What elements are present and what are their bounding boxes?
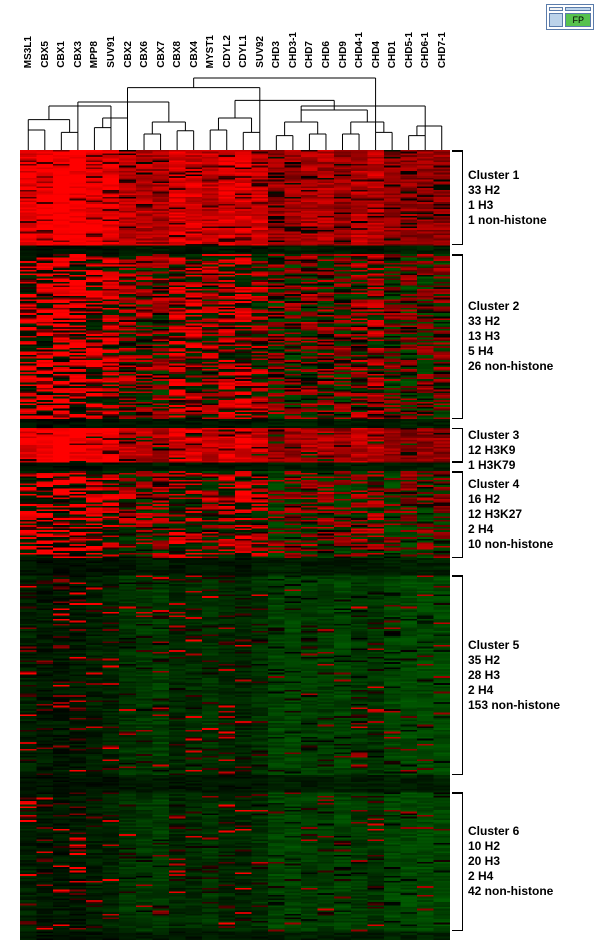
cluster-label: Cluster 4 16 H2 12 H3K27 2 H4 10 non-his… [468,477,553,552]
cluster-bracket [452,428,463,463]
column-label: SUV91 [106,36,117,68]
column-label: SUV92 [255,36,266,68]
column-label: CHD6-1 [420,32,431,68]
cluster-bracket [452,792,463,931]
column-label: CBX5 [40,41,51,68]
column-label: CBX6 [139,41,150,68]
heatmap-canvas [20,150,450,940]
cluster-annotations: Cluster 1 33 H2 1 H3 1 non-histone Cluste… [452,150,597,940]
legend-cell [549,7,563,11]
column-labels: MS3L1 CBX5 CBX1 CBX3 MPP8 SUV91 CBX2 CBX6 CBX7 CB… [20,0,450,70]
column-label: CHD5-1 [404,32,415,68]
column-label: CBX2 [123,41,134,68]
column-label: CHD9 [338,41,349,68]
column-label: CBX7 [156,41,167,68]
cluster-bracket [452,150,463,245]
column-label: CHD3-1 [288,32,299,68]
column-label: CDYL2 [222,35,233,68]
cluster-bracket [452,575,463,775]
column-label: CBX3 [73,41,84,68]
column-label: CDYL1 [238,35,249,68]
column-label: CHD3 [271,41,282,68]
cluster-label: Cluster 2 33 H2 13 H3 5 H4 26 non-histon… [468,299,553,374]
dendrogram [20,70,450,150]
column-label: CHD4 [371,41,382,68]
cluster-label: Cluster 5 35 H2 28 H3 2 H4 153 non-histo… [468,638,560,713]
column-label: MYST1 [205,35,216,68]
column-label: CBX1 [56,41,67,68]
column-label: CBX4 [189,41,200,68]
legend-table: FP [547,5,593,29]
cluster-bracket [452,471,463,558]
legend-box: FP [546,4,594,30]
column-label: CHD7-1 [437,32,448,68]
cluster-label: Cluster 1 33 H2 1 H3 1 non-histone [468,168,547,228]
column-label: CHD4-1 [354,32,365,68]
legend-cell: FP [565,13,591,27]
column-label: CHD1 [387,41,398,68]
column-label: MS3L1 [23,36,34,68]
legend-cell [549,13,563,27]
column-label: CHD7 [304,41,315,68]
legend-cell [565,7,591,11]
column-label: CBX8 [172,41,183,68]
cluster-label: Cluster 6 10 H2 20 H3 2 H4 42 non-histon… [468,824,553,899]
column-label: CHD6 [321,41,332,68]
column-label: MPP8 [89,41,100,68]
cluster-bracket [452,254,463,419]
cluster-label: Cluster 3 12 H3K9 1 H3K79 [468,428,519,473]
heatmap [20,150,450,940]
